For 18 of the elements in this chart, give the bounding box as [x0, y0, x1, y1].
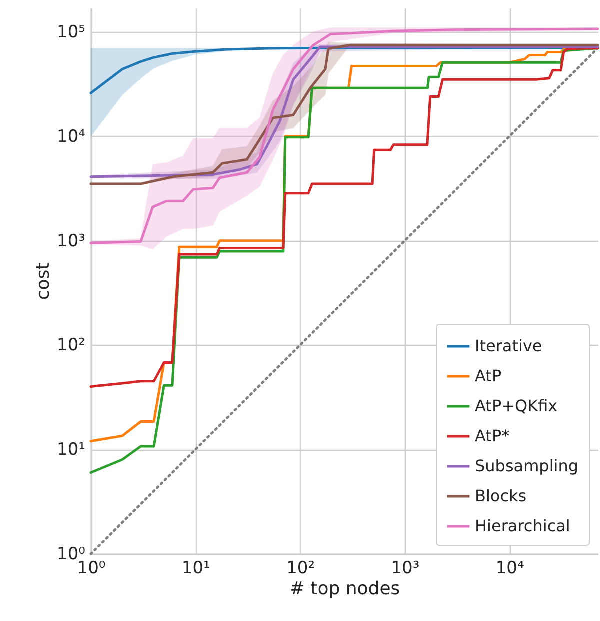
legend-label: AtP+QKfix	[475, 396, 558, 416]
x-tick-label: 10⁴	[496, 558, 524, 578]
y-tick-label: 10⁵	[57, 22, 86, 43]
legend-label: Iterative	[475, 336, 542, 356]
legend-label: Subsampling	[475, 456, 579, 476]
x-tick-label: 10³	[391, 558, 420, 578]
y-tick-label: 10³	[57, 231, 86, 252]
y-axis-title: cost	[33, 262, 54, 300]
legend-label: Blocks	[475, 486, 527, 506]
y-tick-label: 10²	[57, 336, 86, 356]
y-tick-label: 10⁴	[57, 126, 86, 147]
legend-label: AtP	[475, 366, 502, 386]
x-axis-title: # top nodes	[290, 578, 400, 600]
x-tick-label: 10²	[286, 558, 316, 578]
legend-label: AtP*	[475, 426, 510, 446]
legend-label: Hierarchical	[475, 516, 570, 536]
y-tick-label: 10¹	[57, 440, 86, 460]
x-tick-label: 10¹	[182, 558, 210, 578]
